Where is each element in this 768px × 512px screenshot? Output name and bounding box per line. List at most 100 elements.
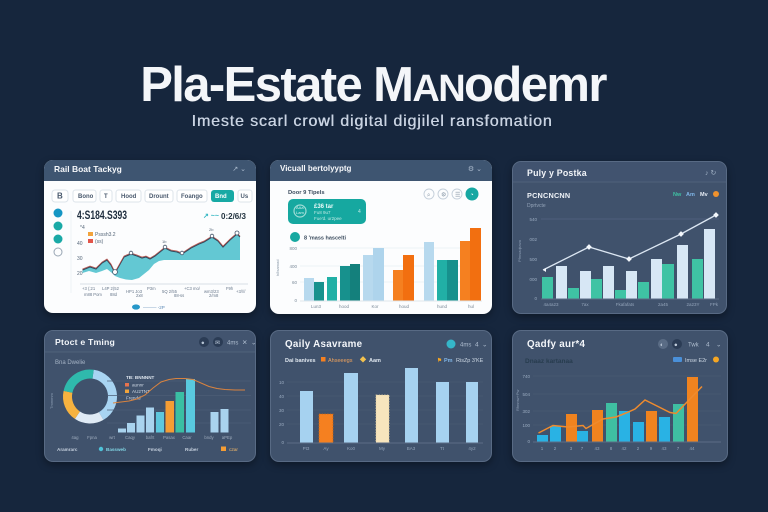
svg-text:4:S184.S393: 4:S184.S393	[77, 210, 127, 222]
svg-text:BA3: BA3	[407, 446, 416, 451]
svg-text:4ms: 4ms	[460, 343, 471, 349]
svg-text:Caqy: Caqy	[125, 435, 136, 440]
svg-text:2a23Y: 2a23Y	[686, 302, 699, 307]
svg-text:aPEp: aPEp	[222, 435, 233, 440]
svg-text:⚙: ⚙	[441, 192, 446, 199]
svg-text:7: 7	[581, 446, 584, 451]
svg-text:*4: *4	[80, 225, 85, 231]
svg-text:42: 42	[621, 446, 627, 451]
svg-text:☰: ☰	[455, 192, 460, 199]
svg-text:h8samad: h8samad	[275, 260, 280, 276]
svg-text:aunnr: aunnr	[132, 383, 144, 388]
svg-text:◔: ◔	[470, 193, 474, 199]
svg-text:wm3/23: wm3/23	[204, 289, 219, 294]
svg-text:88-ss: 88-ss	[174, 293, 184, 298]
svg-text:Ahseeegs: Ahseeegs	[328, 358, 353, 364]
svg-text:+3 (;21: +3 (;21	[82, 286, 96, 291]
svg-text:⌕: ⌕	[427, 193, 430, 199]
svg-text:Caar: Caar	[182, 435, 192, 440]
svg-text:9: 9	[650, 446, 653, 451]
svg-text:40: 40	[77, 241, 83, 247]
svg-text:✕: ✕	[242, 340, 247, 347]
svg-text:(ss): (ss)	[95, 239, 104, 245]
svg-text:Mv: Mv	[700, 192, 709, 198]
svg-text:Aam: Aam	[369, 358, 381, 364]
svg-text:hul: hul	[468, 304, 474, 309]
svg-text:●: ●	[201, 341, 205, 347]
svg-text:——— -2P: ——— -2P	[143, 305, 165, 310]
svg-text:0: 0	[534, 296, 537, 301]
svg-text:Ruber: Ruber	[185, 447, 198, 452]
svg-text:540: 540	[529, 217, 537, 222]
svg-text:800: 800	[289, 246, 297, 251]
svg-text:FPk: FPk	[710, 302, 719, 307]
svg-text:Fmoqi: Fmoqi	[148, 447, 162, 452]
svg-text:TB: BNNNNT: TB: BNNNNT	[126, 375, 155, 380]
svg-text:◐: ◐	[660, 343, 664, 349]
svg-text:5Q 2/55: 5Q 2/55	[162, 289, 178, 294]
svg-text:40: 40	[279, 394, 285, 399]
svg-text:+C3 mo/: +C3 mo/	[184, 286, 201, 291]
svg-text:4a4a23: 4a4a23	[543, 302, 559, 307]
svg-text:740: 740	[522, 374, 530, 379]
svg-text:Puly y Postka: Puly y Postka	[527, 168, 587, 178]
svg-text:Bnd: Bnd	[215, 194, 227, 200]
svg-text:30: 30	[279, 408, 285, 413]
svg-text:B: B	[57, 192, 63, 201]
svg-text:0:2/6/3: 0:2/6/3	[221, 212, 246, 221]
svg-text:8: 8	[610, 446, 613, 451]
svg-text:c2ar: c2ar	[229, 447, 238, 452]
svg-text:4: 4	[475, 342, 479, 349]
svg-text:Qaily Asavrame: Qaily Asavrame	[285, 339, 363, 350]
svg-text:Frendd: Frendd	[126, 396, 141, 401]
svg-text:000: 000	[529, 277, 537, 282]
svg-text:⌄: ⌄	[716, 342, 721, 349]
svg-text:⌄: ⌄	[482, 342, 487, 349]
svg-text:Rfmmw+Pw: Rfmmw+Pw	[515, 389, 520, 411]
svg-text:88d: 88d	[110, 292, 118, 297]
svg-text:8 'mass hascelti: 8 'mass hascelti	[304, 236, 346, 242]
svg-text:Bassweb: Bassweb	[106, 447, 126, 452]
svg-text:Us: Us	[241, 194, 249, 200]
svg-text:44: 44	[689, 446, 695, 451]
svg-text:30: 30	[77, 256, 83, 262]
svg-text:4ag: 4ag	[71, 435, 79, 440]
svg-text:7: 7	[677, 446, 680, 451]
svg-text:3: 3	[570, 446, 573, 451]
svg-text:Qadfy aur*4: Qadfy aur*4	[527, 339, 586, 350]
svg-text:Door 9 Tipels: Door 9 Tipels	[288, 190, 325, 196]
svg-text:2a45: 2a45	[658, 302, 669, 307]
svg-text:4: 4	[358, 209, 361, 215]
svg-text:0: 0	[294, 298, 297, 303]
svg-text:Bono: Bono	[78, 194, 94, 200]
svg-text:+3////: +3////	[236, 289, 246, 294]
svg-text:1: 1	[541, 446, 544, 451]
svg-text:302: 302	[522, 409, 530, 414]
svg-text:20: 20	[279, 422, 285, 427]
svg-text:wrt: wrt	[109, 435, 116, 440]
svg-text:Twk: Twk	[688, 343, 700, 349]
svg-text:AAa: AAa	[296, 205, 304, 210]
svg-text:500: 500	[529, 257, 537, 262]
svg-text:2: 2	[637, 446, 640, 451]
svg-text:2/m8: 2/m8	[209, 293, 219, 298]
svg-text:Aramrarc: Aramrarc	[57, 447, 78, 452]
svg-text:AU2TNT: AU2TNT	[132, 389, 150, 394]
svg-text:1b: 1b	[162, 239, 167, 244]
svg-text:10: 10	[279, 380, 285, 385]
svg-text:m88 Pom: m88 Pom	[84, 292, 102, 297]
svg-text:0: 0	[281, 440, 284, 445]
svg-text:⌄: ⌄	[251, 340, 256, 347]
svg-text:Hood: Hood	[121, 194, 137, 200]
svg-text:P3m: P3m	[147, 286, 156, 291]
svg-text:Lam: Lam	[296, 210, 304, 215]
svg-text:Fpna: Fpna	[87, 435, 97, 440]
svg-text:2b: 2b	[209, 227, 214, 232]
svg-text:£36 tar: £36 tar	[314, 204, 334, 210]
svg-text:20: 20	[77, 271, 83, 277]
svg-text:Pasax: Pasax	[163, 435, 176, 440]
svg-text:Psssh3.2: Psssh3.2	[95, 232, 116, 238]
svg-text:Tt: Tt	[440, 446, 445, 451]
svg-text:T: T	[104, 194, 108, 200]
svg-text:400: 400	[289, 264, 297, 269]
